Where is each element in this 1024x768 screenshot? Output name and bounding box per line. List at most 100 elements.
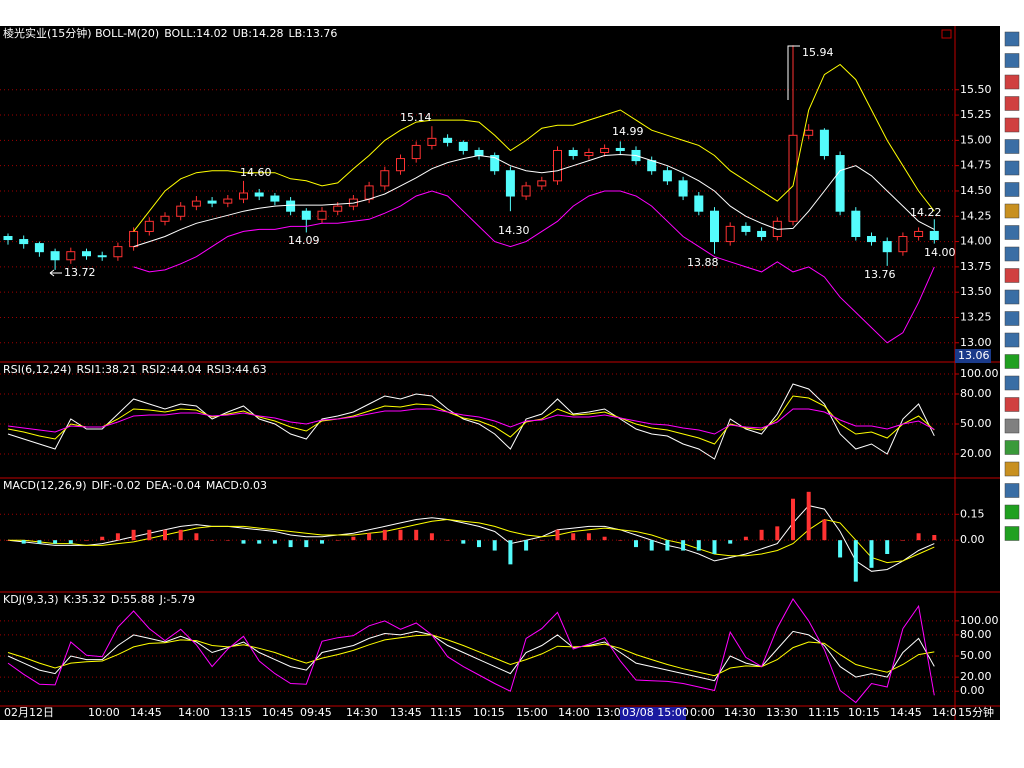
series-line bbox=[7, 634, 935, 677]
toolbar-button[interactable] bbox=[1004, 483, 1020, 498]
x-tick-label: 10:15 bbox=[473, 706, 505, 719]
toolbar-button[interactable] bbox=[1004, 225, 1020, 240]
macd-bar bbox=[602, 536, 607, 541]
toolbar-button[interactable] bbox=[1004, 332, 1020, 348]
toolbar-button[interactable] bbox=[1004, 289, 1020, 305]
series-line bbox=[8, 518, 935, 564]
series-line bbox=[7, 408, 935, 435]
toolbar-button[interactable] bbox=[1004, 139, 1020, 154]
macd-bar bbox=[916, 533, 921, 541]
legend-entry: MACD:0.03 bbox=[206, 479, 267, 492]
price-annotation: 15.94 bbox=[802, 46, 834, 59]
macd-bar bbox=[84, 540, 89, 541]
panel-title: RSI(6,12,24) bbox=[3, 363, 71, 376]
toolbar-button[interactable] bbox=[1004, 160, 1020, 176]
toolbar-button[interactable] bbox=[1004, 418, 1020, 434]
window-icon[interactable] bbox=[941, 29, 952, 39]
candle-body bbox=[867, 236, 876, 243]
candle-body bbox=[191, 200, 201, 207]
series-line bbox=[7, 505, 935, 572]
y-tick-label: 20.00 bbox=[960, 447, 992, 460]
macd-bar bbox=[806, 491, 811, 541]
candle-body bbox=[835, 155, 845, 212]
toolbar-button[interactable] bbox=[1004, 440, 1020, 455]
toolbar-button[interactable] bbox=[1004, 268, 1020, 283]
candle-body bbox=[239, 192, 248, 200]
macd-bar bbox=[555, 529, 560, 541]
candle-body bbox=[694, 195, 704, 212]
y-tick-label: 80.00 bbox=[960, 387, 992, 400]
legend-entry: D:55.88 bbox=[111, 593, 155, 606]
macd-bar bbox=[571, 533, 576, 541]
macd-bar bbox=[791, 498, 795, 541]
x-tick-label: 14:30 bbox=[346, 706, 378, 719]
legend-entry: UB:14.28 bbox=[233, 27, 284, 40]
candle-body bbox=[678, 180, 688, 197]
toolbar-button[interactable] bbox=[1004, 203, 1020, 219]
x-tick-label: 13:30 bbox=[766, 706, 798, 719]
macd-bar bbox=[53, 540, 58, 544]
macd-bar bbox=[100, 536, 105, 541]
x-tick-label: 14:00 bbox=[178, 706, 210, 719]
legend-entry: J:-5.79 bbox=[159, 593, 195, 606]
macd-bar bbox=[147, 529, 152, 541]
candle-body bbox=[223, 198, 233, 204]
toolbar-button[interactable] bbox=[1004, 526, 1020, 541]
series-line bbox=[7, 395, 935, 445]
legend-entry: RSI3:44.63 bbox=[207, 363, 267, 376]
price-annotation: 13.72 bbox=[64, 266, 96, 279]
toolbar-button[interactable] bbox=[1004, 504, 1020, 520]
macd-bar bbox=[351, 536, 356, 541]
candle-body bbox=[270, 195, 280, 202]
macd-bar bbox=[194, 533, 199, 541]
macd-bar bbox=[900, 540, 905, 541]
toolbar-button[interactable] bbox=[1004, 246, 1020, 262]
price-annotation: 14.30 bbox=[498, 224, 530, 237]
toolbar-button[interactable] bbox=[1004, 96, 1020, 111]
macd-bar bbox=[492, 540, 497, 551]
candle-body bbox=[804, 129, 814, 136]
toolbar-button[interactable] bbox=[1004, 117, 1020, 133]
toolbar-button[interactable] bbox=[1004, 461, 1020, 477]
candle-body bbox=[317, 210, 327, 220]
candle-body bbox=[851, 210, 861, 238]
price-annotation: 15.14 bbox=[400, 111, 432, 124]
candle-body bbox=[615, 147, 625, 151]
macd-bar bbox=[853, 540, 858, 582]
toolbar-button[interactable] bbox=[1004, 375, 1020, 391]
toolbar-button[interactable] bbox=[1004, 74, 1020, 90]
macd-bar bbox=[822, 519, 827, 541]
legend-entry: BOLL:14.02 bbox=[164, 27, 227, 40]
candle-body bbox=[411, 144, 421, 160]
x-tick-label: 14:30 bbox=[724, 706, 756, 719]
x-tick-label: 14:45 bbox=[130, 706, 162, 719]
macd-bar bbox=[382, 529, 387, 541]
toolbar-button[interactable] bbox=[1004, 31, 1020, 47]
macd-bar bbox=[131, 529, 136, 541]
x-tick-label: 13:15 bbox=[220, 706, 252, 719]
macd-bar bbox=[257, 540, 262, 544]
candle-body bbox=[882, 241, 892, 253]
macd-bar bbox=[477, 540, 481, 548]
candle-body bbox=[662, 170, 672, 182]
toolbar-button[interactable] bbox=[1004, 182, 1020, 197]
toolbar-button[interactable] bbox=[1004, 397, 1020, 412]
candle-body bbox=[584, 152, 594, 157]
macd-bar bbox=[728, 540, 733, 544]
candle-body bbox=[144, 220, 154, 232]
annotation-arrow bbox=[787, 45, 800, 100]
panel-title: 棱光实业(15分钟) BOLL-M(20) bbox=[3, 26, 159, 40]
series-line bbox=[133, 153, 935, 248]
y-tick-label: 14.00 bbox=[960, 235, 992, 248]
macd-bar bbox=[712, 540, 717, 554]
candle-body bbox=[129, 230, 139, 248]
toolbar-button[interactable] bbox=[1004, 311, 1020, 326]
macd-bar bbox=[932, 535, 937, 541]
toolbar-button[interactable] bbox=[1004, 354, 1020, 369]
candle-body bbox=[66, 251, 76, 261]
candle-body bbox=[427, 137, 437, 146]
candle-body bbox=[647, 160, 657, 172]
toolbar-button[interactable] bbox=[1004, 53, 1020, 68]
macd-bar bbox=[445, 540, 450, 541]
macd-bar bbox=[21, 540, 26, 544]
